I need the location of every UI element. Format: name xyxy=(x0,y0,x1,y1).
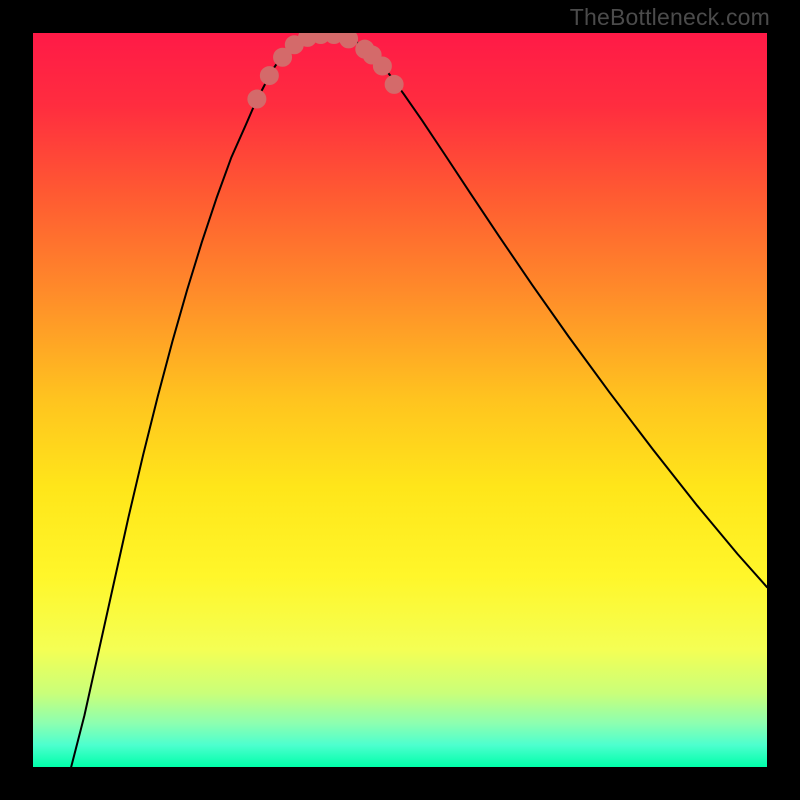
chart-svg xyxy=(33,33,767,767)
valley-marker xyxy=(260,67,278,85)
plot-background xyxy=(33,33,767,767)
plot-area xyxy=(33,33,767,767)
valley-marker xyxy=(373,57,391,75)
valley-marker xyxy=(248,90,266,108)
valley-marker xyxy=(385,75,403,93)
watermark-text: TheBottleneck.com xyxy=(570,4,770,31)
figure-root: TheBottleneck.com xyxy=(0,0,800,800)
valley-marker xyxy=(340,33,358,48)
